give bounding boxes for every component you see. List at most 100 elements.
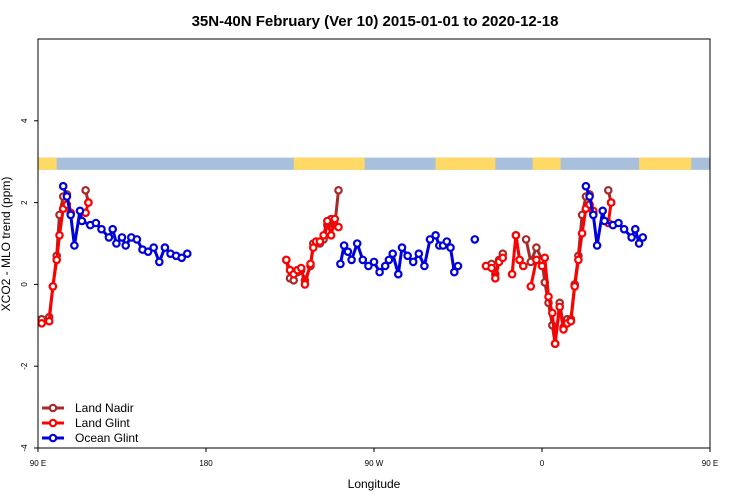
data-point bbox=[336, 259, 345, 269]
series-land-nadir bbox=[37, 186, 616, 349]
x-axis: 90 E 180 90 W 0 90 E bbox=[30, 448, 718, 468]
data-point bbox=[408, 257, 418, 267]
data-point bbox=[537, 261, 547, 271]
legend-item: Ocean Glint bbox=[42, 431, 139, 445]
data-point bbox=[315, 237, 325, 246]
data-point bbox=[281, 255, 291, 265]
data-point bbox=[77, 216, 87, 226]
y-tick-label: -2 bbox=[20, 362, 29, 370]
data-point bbox=[66, 210, 76, 220]
data-point bbox=[84, 198, 93, 207]
legend-item: Land Glint bbox=[42, 416, 130, 430]
data-point bbox=[532, 255, 541, 265]
data-point bbox=[555, 302, 565, 312]
data-point bbox=[155, 257, 164, 267]
data-point bbox=[104, 233, 114, 242]
data-point bbox=[117, 233, 127, 242]
data-point bbox=[619, 224, 629, 234]
data-point bbox=[585, 192, 594, 201]
x-tick-label: 180 bbox=[199, 459, 213, 468]
data-point bbox=[634, 239, 644, 248]
data-point bbox=[334, 186, 343, 195]
data-point bbox=[75, 206, 85, 216]
data-point bbox=[388, 249, 398, 259]
data-point bbox=[306, 259, 315, 269]
data-point bbox=[449, 267, 459, 277]
data-point bbox=[132, 235, 142, 244]
data-point bbox=[414, 249, 424, 259]
data-point bbox=[550, 339, 560, 349]
series-land-glint bbox=[37, 198, 616, 349]
data-point bbox=[521, 235, 531, 244]
y-tick-label: 0 bbox=[20, 282, 29, 287]
data-point bbox=[453, 261, 463, 271]
land-band-segment bbox=[532, 157, 561, 170]
data-point bbox=[343, 247, 353, 257]
data-point bbox=[606, 198, 616, 207]
y-tick-label: 4 bbox=[20, 118, 29, 123]
data-point bbox=[588, 210, 598, 220]
data-point bbox=[540, 253, 550, 263]
data-point bbox=[37, 318, 47, 328]
data-point bbox=[559, 325, 568, 334]
data-point bbox=[403, 251, 412, 261]
data-point bbox=[48, 282, 58, 291]
data-point bbox=[547, 308, 557, 318]
data-point bbox=[352, 239, 362, 248]
data-point bbox=[574, 255, 583, 265]
series-layer bbox=[37, 181, 648, 349]
data-point bbox=[91, 218, 101, 228]
data-point bbox=[52, 255, 62, 265]
data-point bbox=[511, 231, 521, 240]
data-point bbox=[570, 282, 580, 291]
legend-label: Land Nadir bbox=[75, 401, 134, 415]
land-band-segment bbox=[293, 157, 365, 170]
data-point bbox=[112, 239, 121, 248]
data-point bbox=[532, 243, 541, 252]
data-point bbox=[592, 241, 602, 250]
data-point bbox=[62, 192, 72, 201]
data-point bbox=[577, 229, 587, 238]
data-point bbox=[446, 243, 455, 252]
data-point bbox=[296, 263, 306, 273]
data-point bbox=[431, 231, 440, 240]
x-tick-label: 90 E bbox=[30, 459, 46, 468]
legend-swatch-marker bbox=[48, 418, 58, 428]
y-axis: -4 -2 0 2 4 bbox=[20, 118, 38, 452]
data-point bbox=[487, 263, 496, 273]
data-point bbox=[566, 316, 576, 326]
y-tick-label: -4 bbox=[20, 444, 29, 452]
data-point bbox=[347, 255, 356, 265]
data-point bbox=[630, 224, 640, 234]
legend-item: Land Nadir bbox=[42, 401, 134, 415]
y-tick-label: 2 bbox=[20, 200, 29, 205]
data-point bbox=[544, 292, 553, 302]
data-point bbox=[334, 222, 343, 232]
data-point bbox=[358, 255, 368, 265]
data-point bbox=[326, 231, 336, 240]
data-point bbox=[442, 237, 452, 246]
data-point bbox=[322, 216, 332, 226]
data-point bbox=[364, 261, 373, 271]
legend-label: Ocean Glint bbox=[75, 431, 139, 445]
data-point bbox=[397, 243, 407, 252]
data-point bbox=[600, 216, 609, 226]
data-point bbox=[58, 181, 68, 191]
data-point bbox=[121, 241, 131, 250]
legend-swatch-marker bbox=[48, 433, 58, 443]
data-point bbox=[369, 257, 379, 267]
data-point bbox=[581, 181, 591, 191]
land-band-segment bbox=[38, 157, 57, 170]
data-point bbox=[319, 231, 328, 240]
data-point bbox=[420, 261, 429, 271]
data-point bbox=[330, 214, 340, 224]
land-band-segment bbox=[639, 157, 692, 170]
data-point bbox=[380, 261, 390, 271]
x-tick-label: 90 E bbox=[702, 459, 718, 468]
data-point bbox=[55, 231, 64, 240]
data-point bbox=[603, 186, 613, 195]
x-tick-label: 90 W bbox=[365, 459, 384, 468]
data-point bbox=[526, 282, 536, 291]
data-point bbox=[393, 269, 403, 279]
